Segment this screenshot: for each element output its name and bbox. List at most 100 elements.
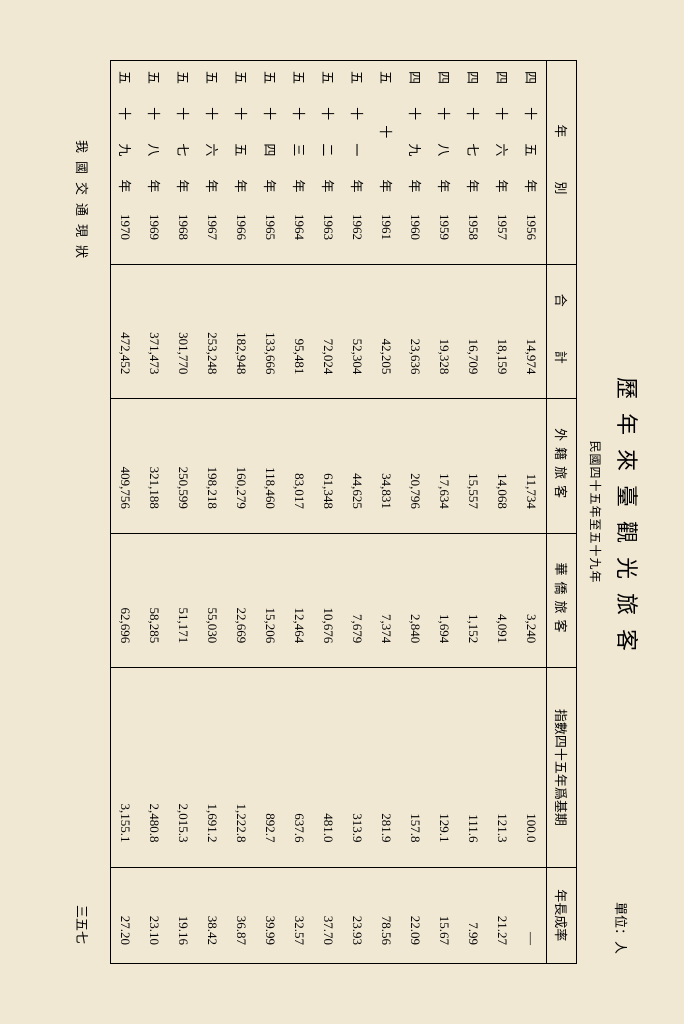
cell-foreign: 83,017 (285, 399, 314, 533)
table-row: 五十四年1965133,666118,46015,206892.739.99 (256, 61, 285, 964)
table-row: 五十九年1970472,452409,75662,6963,155.127.20 (111, 61, 141, 964)
cell-growth: 23.93 (343, 867, 372, 963)
cell-year-west: 1957 (488, 201, 517, 265)
cell-index: 313.9 (343, 668, 372, 867)
cell-total: 14,974 (517, 265, 547, 399)
cell-year-west: 1961 (372, 201, 401, 265)
col-index: 指數四十五年爲基期 (547, 668, 577, 867)
cell-year-west: 1967 (198, 201, 227, 265)
cell-year-west: 1968 (169, 201, 198, 265)
cell-year-west: 1969 (140, 201, 169, 265)
cell-total: 182,948 (227, 265, 256, 399)
cell-foreign: 15,557 (459, 399, 488, 533)
data-table: 年 別 合 計 外籍旅客 華僑旅客 指數四十五年爲基期 年長成率 四十五年195… (110, 60, 577, 964)
cell-overseas: 10,676 (314, 533, 343, 667)
cell-foreign: 17,634 (430, 399, 459, 533)
cell-overseas: 3,240 (517, 533, 547, 667)
cell-foreign: 61,348 (314, 399, 343, 533)
cell-overseas: 51,171 (169, 533, 198, 667)
cell-year-cn: 五十四年 (256, 61, 285, 201)
cell-index: 129.1 (430, 668, 459, 867)
cell-index: 281.9 (372, 668, 401, 867)
cell-year-cn: 五 十 年 (372, 61, 401, 201)
cell-growth: 78.56 (372, 867, 401, 963)
table-row: 四十六年195718,15914,0684,091121.321.27 (488, 61, 517, 964)
cell-year-west: 1962 (343, 201, 372, 265)
cell-index: 100.0 (517, 668, 547, 867)
cell-year-cn: 五十六年 (198, 61, 227, 201)
cell-foreign: 20,796 (401, 399, 430, 533)
cell-total: 133,666 (256, 265, 285, 399)
cell-foreign: 321,188 (140, 399, 169, 533)
cell-year-cn: 五十五年 (227, 61, 256, 201)
cell-growth: 37.70 (314, 867, 343, 963)
cell-year-cn: 五十八年 (140, 61, 169, 201)
cell-growth: 38.42 (198, 867, 227, 963)
cell-total: 52,304 (343, 265, 372, 399)
cell-growth: 7.99 (459, 867, 488, 963)
cell-year-west: 1963 (314, 201, 343, 265)
cell-growth: 21.27 (488, 867, 517, 963)
cell-index: 1,691.2 (198, 668, 227, 867)
cell-year-west: 1965 (256, 201, 285, 265)
cell-foreign: 44,625 (343, 399, 372, 533)
cell-total: 95,481 (285, 265, 314, 399)
footer-right-text: 三五七 (73, 905, 92, 944)
cell-overseas: 62,696 (111, 533, 141, 667)
cell-index: 481.0 (314, 668, 343, 867)
cell-foreign: 198,218 (198, 399, 227, 533)
cell-year-cn: 五十三年 (285, 61, 314, 201)
table-row: 五 十 年196142,20534,8317,374281.978.56 (372, 61, 401, 964)
cell-growth: 27.20 (111, 867, 141, 963)
footer: 我國交通現狀 三五七 (73, 60, 92, 964)
col-foreign: 外籍旅客 (547, 399, 577, 533)
cell-index: 121.3 (488, 668, 517, 867)
table-head: 年 別 合 計 外籍旅客 華僑旅客 指數四十五年爲基期 年長成率 (547, 61, 577, 964)
cell-year-cn: 四十八年 (430, 61, 459, 201)
cell-growth: 19.16 (169, 867, 198, 963)
cell-overseas: 2,840 (401, 533, 430, 667)
cell-foreign: 160,279 (227, 399, 256, 533)
table-row: 五十一年196252,30444,6257,679313.923.93 (343, 61, 372, 964)
cell-overseas: 7,374 (372, 533, 401, 667)
table-row: 五十七年1968301,770250,59951,1712,015.319.16 (169, 61, 198, 964)
unit-label: 單位：人 (612, 902, 631, 954)
cell-overseas: 1,152 (459, 533, 488, 667)
cell-year-west: 1959 (430, 201, 459, 265)
table-row: 五十六年1967253,248198,21855,0301,691.238.42 (198, 61, 227, 964)
cell-index: 2,015.3 (169, 668, 198, 867)
cell-foreign: 118,460 (256, 399, 285, 533)
cell-overseas: 58,285 (140, 533, 169, 667)
cell-index: 3,155.1 (111, 668, 141, 867)
col-growth: 年長成率 (547, 867, 577, 963)
cell-growth: 32.57 (285, 867, 314, 963)
cell-growth: 15.67 (430, 867, 459, 963)
cell-index: 892.7 (256, 668, 285, 867)
cell-total: 42,205 (372, 265, 401, 399)
cell-growth: — (517, 867, 547, 963)
cell-year-west: 1964 (285, 201, 314, 265)
cell-index: 111.6 (459, 668, 488, 867)
table-row: 五十八年1969371,473321,18858,2852,480.823.10 (140, 61, 169, 964)
cell-overseas: 7,679 (343, 533, 372, 667)
table-row: 四十七年195816,70915,5571,152111.67.99 (459, 61, 488, 964)
col-total: 合 計 (547, 265, 577, 399)
cell-overseas: 15,206 (256, 533, 285, 667)
cell-overseas: 12,464 (285, 533, 314, 667)
cell-year-cn: 四十六年 (488, 61, 517, 201)
document-page: 歷年來臺觀光旅客 單位：人 民國四十五年至五十九年 年 別 合 計 外籍旅客 華… (0, 0, 684, 1024)
cell-foreign: 14,068 (488, 399, 517, 533)
cell-growth: 36.87 (227, 867, 256, 963)
cell-year-cn: 四十九年 (401, 61, 430, 201)
cell-foreign: 11,734 (517, 399, 547, 533)
table-row: 五十五年1966182,948160,27922,6691,222.836.87 (227, 61, 256, 964)
header-row: 歷年來臺觀光旅客 單位：人 (612, 60, 644, 964)
cell-total: 72,024 (314, 265, 343, 399)
cell-growth: 39.99 (256, 867, 285, 963)
col-year: 年 別 (547, 61, 577, 265)
cell-year-cn: 四十五年 (517, 61, 547, 201)
cell-year-west: 1956 (517, 201, 547, 265)
cell-year-west: 1958 (459, 201, 488, 265)
cell-year-west: 1966 (227, 201, 256, 265)
cell-index: 157.8 (401, 668, 430, 867)
